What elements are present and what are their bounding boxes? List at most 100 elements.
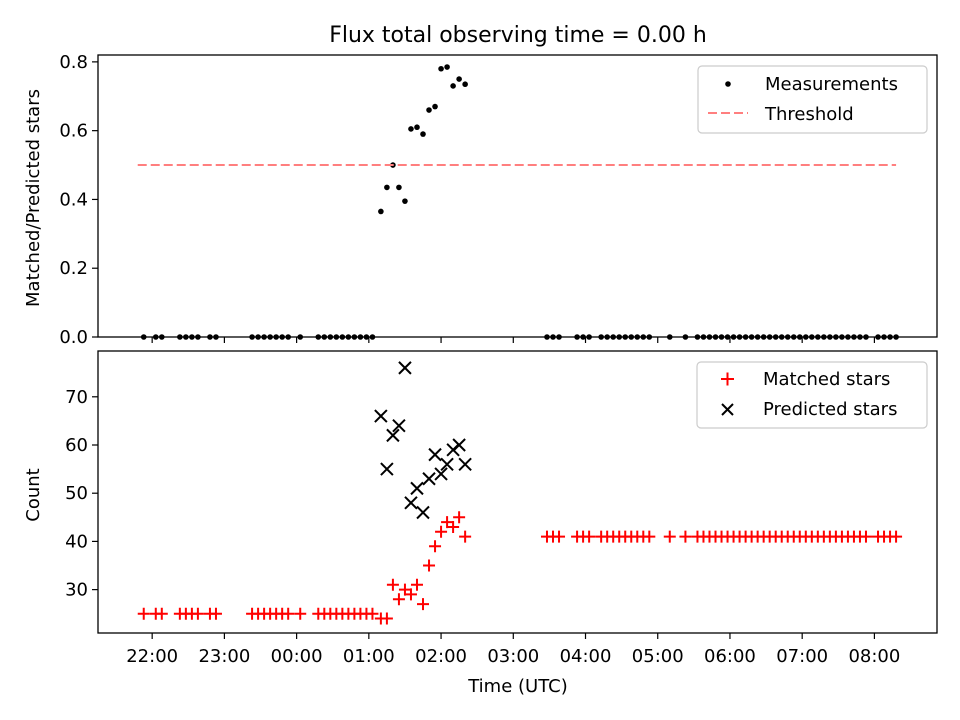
bottom-y-tick-label: 60 — [65, 435, 88, 456]
measurements-point — [754, 334, 761, 340]
measurements-point — [809, 334, 815, 340]
top-legend-frame — [697, 65, 928, 134]
measurements-point — [321, 334, 328, 340]
measurements-point — [456, 76, 462, 82]
bottom-x-axis-label: Time (UTC) — [467, 676, 568, 697]
matched-stars-point — [679, 530, 692, 543]
measurements-point — [857, 334, 863, 340]
predicted-stars-point — [458, 457, 472, 471]
measurements-point — [640, 334, 647, 340]
predicted-stars-point — [374, 409, 388, 423]
measurements-point — [772, 334, 779, 340]
measurements-point — [634, 334, 641, 340]
measurements-point — [402, 198, 408, 204]
measurements-point — [438, 65, 444, 72]
bottom-y-tick-label: 70 — [65, 387, 88, 408]
predicted-stars-point — [392, 419, 406, 433]
measurements-point — [706, 334, 713, 340]
measurements-point — [285, 334, 291, 340]
measurements-point — [384, 184, 390, 191]
measurements-point — [574, 334, 580, 340]
x-tick-label: 07:00 — [776, 646, 828, 667]
measurements-point — [315, 334, 322, 340]
threshold-legend-label: Threshold — [764, 104, 854, 125]
measurements-point — [195, 334, 201, 340]
predicted-stars-point — [434, 467, 448, 481]
measurements-point — [851, 334, 857, 340]
measurements-point — [887, 334, 893, 340]
predicted-stars-point — [410, 481, 424, 496]
measurements-point — [550, 334, 556, 340]
measurements-point — [700, 334, 707, 340]
measurements-point — [140, 334, 147, 340]
measurements-point — [845, 334, 851, 340]
measurements-point — [724, 334, 731, 340]
predicted-stars-point — [452, 438, 466, 452]
measurements-point — [158, 334, 165, 340]
x-tick-label: 03:00 — [487, 646, 539, 667]
measurements-point — [796, 334, 803, 340]
matched-stars-point — [859, 530, 872, 543]
matched-stars-point — [386, 578, 399, 591]
measurements-point — [396, 184, 402, 191]
predicted-stars-point — [404, 496, 418, 510]
top-y-tick-label: 0.4 — [59, 189, 88, 210]
top-y-tick-label: 0.2 — [59, 258, 88, 279]
predicted-stars-point — [380, 462, 394, 476]
measurements-point — [267, 334, 273, 340]
matched-stars-point — [155, 607, 168, 620]
predicted-stars-point — [386, 428, 400, 443]
predicted-stars-point — [422, 472, 436, 486]
matched-stars-point — [404, 588, 417, 601]
top-chart-title: Flux total observing time = 0.00 h — [329, 23, 707, 48]
measurements-point — [730, 334, 737, 340]
measurements-point — [450, 83, 456, 89]
matched-stars-point — [417, 598, 430, 611]
predicted-stars-point — [398, 361, 412, 375]
matched-stars-point — [380, 612, 393, 625]
matched-stars-point — [435, 525, 448, 538]
measurements-point — [616, 334, 623, 340]
matched-stars-legend-marker — [721, 372, 734, 386]
measurements-point — [586, 334, 592, 340]
measurements-point — [414, 124, 420, 131]
measurements-point — [351, 334, 358, 340]
measurements-point — [426, 107, 432, 113]
measurements-point — [802, 334, 809, 340]
predicted-stars-point — [440, 457, 454, 471]
measurements-point — [408, 126, 414, 132]
top-y-tick-label: 0.0 — [59, 327, 88, 348]
measurements-point — [718, 334, 725, 340]
measurements-point — [790, 334, 797, 340]
measurements-point — [363, 334, 370, 340]
matched-stars-point — [441, 516, 454, 529]
top-legend: Measurements Threshold — [697, 65, 928, 134]
matched-stars-legend-label: Matched stars — [763, 369, 890, 390]
measurements-point — [183, 334, 189, 340]
measurements-point — [682, 334, 689, 340]
matched-stars-point — [583, 530, 596, 543]
measurements-point — [610, 334, 616, 340]
matched-stars-point — [294, 607, 307, 620]
measurements-point — [748, 334, 755, 340]
matched-stars-point — [643, 530, 656, 543]
measurements-point — [297, 334, 304, 340]
predicted-stars-point — [416, 505, 430, 520]
x-tick-label: 08:00 — [848, 646, 900, 667]
measurements-point — [213, 334, 219, 340]
matched-stars-point — [553, 530, 566, 543]
measurements-point — [742, 334, 749, 340]
measurements-point — [893, 334, 899, 340]
measurements-point — [666, 334, 673, 340]
measurements-point — [327, 334, 334, 340]
matched-stars-point — [191, 607, 204, 620]
bottom-y-tick-label: 40 — [65, 531, 88, 552]
measurements-point — [815, 334, 821, 340]
measurements-point — [339, 334, 346, 340]
matched-stars-point — [429, 540, 442, 553]
measurements-point — [420, 131, 426, 137]
measurements-point — [462, 81, 468, 88]
matched-stars-point — [663, 530, 676, 543]
measurements-point — [760, 334, 767, 340]
